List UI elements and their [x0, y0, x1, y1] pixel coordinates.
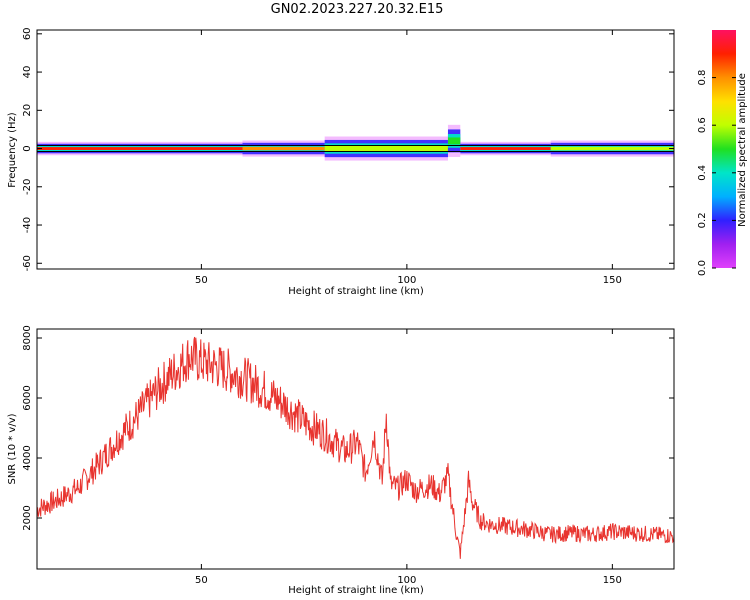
spectrogram-band — [37, 124, 674, 161]
snr-series-line — [37, 336, 674, 559]
y-tick-label: 8000 — [22, 325, 33, 350]
snr-x-axis-label: Height of straight line (km) — [288, 585, 424, 596]
spectrogram-y-ticks: 60 40 20 0 -20 -40 -60 — [22, 27, 674, 271]
y-tick-label: 2000 — [22, 505, 33, 530]
x-tick-label: 50 — [195, 275, 208, 286]
y-tick-label: 0 — [22, 145, 33, 151]
snr-panel: 50 100 150 2000 4000 6000 8000 Height of stra… — [7, 325, 675, 596]
snr-frame — [36, 328, 675, 570]
band-segment-4-layer-3 — [460, 147, 551, 150]
y-tick-label: 20 — [22, 104, 33, 117]
y-tick-label: 4000 — [22, 445, 33, 470]
colorbar-label: Normalized spectral amplitude — [737, 73, 748, 227]
snr-x-ticks: 50 100 150 — [195, 329, 622, 586]
colorbar-tick-label: 0.2 — [697, 212, 708, 228]
colorbar: 0.0 0.2 0.4 0.6 0.8 Normalized spectral ampl… — [697, 30, 748, 276]
band-segment-1-layer-3 — [242, 146, 325, 151]
colorbar-tick-label: 0.6 — [697, 117, 708, 133]
colorbar-tick-label: 0.0 — [697, 260, 708, 276]
x-tick-label: 150 — [603, 575, 622, 586]
spectrogram-panel: 50 100 150 60 40 20 0 -20 -40 -60 Height of stra… — [7, 27, 675, 297]
figure-title: GN02.2023.227.20.32.E15 — [270, 2, 444, 17]
x-tick-label: 50 — [195, 575, 208, 586]
snr-y-ticks: 2000 4000 6000 8000 — [22, 325, 674, 531]
band-segment-3-layer-3 — [447, 137, 461, 145]
y-tick-label: 60 — [22, 27, 33, 40]
band-segment-2-layer-3 — [324, 145, 448, 152]
colorbar-tick-label: 0.4 — [697, 165, 708, 181]
y-tick-label: -40 — [22, 217, 33, 233]
colorbar-body — [712, 30, 736, 268]
spectrogram-frame — [36, 29, 675, 270]
snr-y-axis-label: SNR (10 * v/v) — [7, 413, 18, 484]
spectrogram-x-axis-label: Height of straight line (km) — [288, 286, 424, 297]
y-tick-label: -60 — [22, 255, 33, 271]
spectrogram-y-axis-label: Frequency (Hz) — [7, 112, 18, 188]
y-tick-label: -20 — [22, 179, 33, 195]
band-segment-0-layer-3 — [37, 147, 243, 150]
y-tick-label: 6000 — [22, 385, 33, 410]
spectrogram-x-ticks: 50 100 150 — [195, 30, 622, 286]
x-tick-label: 150 — [603, 275, 622, 286]
band-segment-5-layer-3 — [550, 146, 674, 151]
x-tick-label: 100 — [397, 275, 416, 286]
y-tick-label: 40 — [22, 66, 33, 79]
colorbar-ticks: 0.0 0.2 0.4 0.6 0.8 — [697, 70, 736, 276]
x-tick-label: 100 — [397, 575, 416, 586]
colorbar-tick-label: 0.8 — [697, 70, 708, 86]
